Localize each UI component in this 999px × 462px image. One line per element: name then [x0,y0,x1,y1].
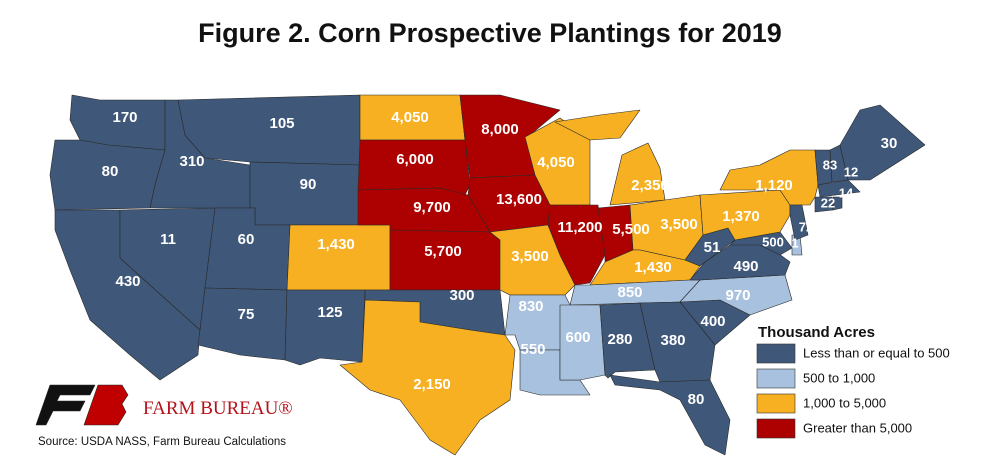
title: Figure 2. Corn Prospective Plantings for… [198,18,782,48]
legend-label: 1,000 to 5,000 [803,395,886,410]
legend-swatch [756,393,796,414]
state-value: 550 [520,341,545,358]
state-value: 1,120 [755,177,793,194]
state-value: 490 [733,258,758,275]
state-value: 380 [660,332,685,349]
state-value: 1 [791,235,798,250]
state-value: 300 [449,287,474,304]
state [284,289,366,366]
state [609,374,731,456]
state-value: 3,500 [511,248,549,265]
state-value: 75 [238,306,255,323]
state-value: 2,150 [413,376,451,393]
state-value: 72 [799,219,813,234]
state-value: 4,050 [391,109,429,126]
state-value: 51 [704,239,721,256]
state-value: 310 [179,153,204,170]
state [817,179,861,198]
state-value: 22 [821,195,835,210]
state-value: 12 [844,164,858,179]
state-value: 280 [607,331,632,348]
state-value: 830 [518,298,543,315]
logo-text: FARM BUREAU® [143,398,293,419]
state [249,161,361,226]
state-value: 5,700 [424,243,462,260]
state-value: 2,350 [631,177,669,194]
state-value: 430 [115,273,140,290]
state-value: 500 [762,234,784,249]
state-value: 14 [839,185,854,200]
state [389,229,501,291]
state-value: 80 [102,163,119,180]
state-value: 125 [317,304,342,321]
state-value: 1,430 [317,236,355,253]
state [832,196,843,211]
map [49,94,926,456]
state-value: 13,600 [496,191,542,208]
state-value: 9,700 [413,199,451,216]
logo: FARM BUREAU® [35,384,293,426]
state-value: 400 [700,313,725,330]
state-value: 11 [160,231,176,248]
legend-swatch [756,368,796,389]
state-value: 80 [688,391,705,408]
state-value: 60 [238,231,255,248]
state-value: 105 [269,115,294,132]
state-value: 5,500 [612,221,650,238]
logo-mark [83,384,129,426]
legend-label: 500 to 1,000 [803,370,875,385]
legend-label: Greater than 5,000 [803,420,912,435]
legend-items: Less than or equal to 500 500 to 1,000 1,0… [756,343,950,439]
state-value: 1,430 [634,259,672,276]
state-value: 1,370 [722,208,760,225]
legend: Thousand Acres Less than or equal to 500… [756,324,950,439]
legend-label: Less than or equal to 500 [803,345,950,360]
state-value: 600 [565,329,590,346]
state [197,287,288,361]
state [554,109,641,141]
state-value: 970 [725,287,750,304]
legend-swatch [756,418,796,439]
state-value: 11,200 [557,219,602,236]
state-value: 6,000 [396,151,434,168]
state [789,204,809,241]
state-value: 4,050 [537,154,575,171]
state-value: 3,500 [660,216,698,233]
state-value: 8,000 [481,121,519,138]
state-value: 170 [112,109,137,126]
state-value: 30 [881,135,898,152]
state [339,299,516,456]
state [609,142,666,206]
logo-mark [35,384,96,426]
legend-swatch [756,343,796,364]
source: Source: USDA NASS, Farm Bureau Calculati… [38,436,286,448]
state [286,224,391,291]
state-value: 83 [823,157,837,172]
state-value: 90 [300,176,317,193]
state-labels: 170 80 430 11 310 105 90 60 1,430 75 125… [102,109,898,408]
state-value: 850 [617,284,642,301]
legend-title: Thousand Acres [758,324,875,341]
